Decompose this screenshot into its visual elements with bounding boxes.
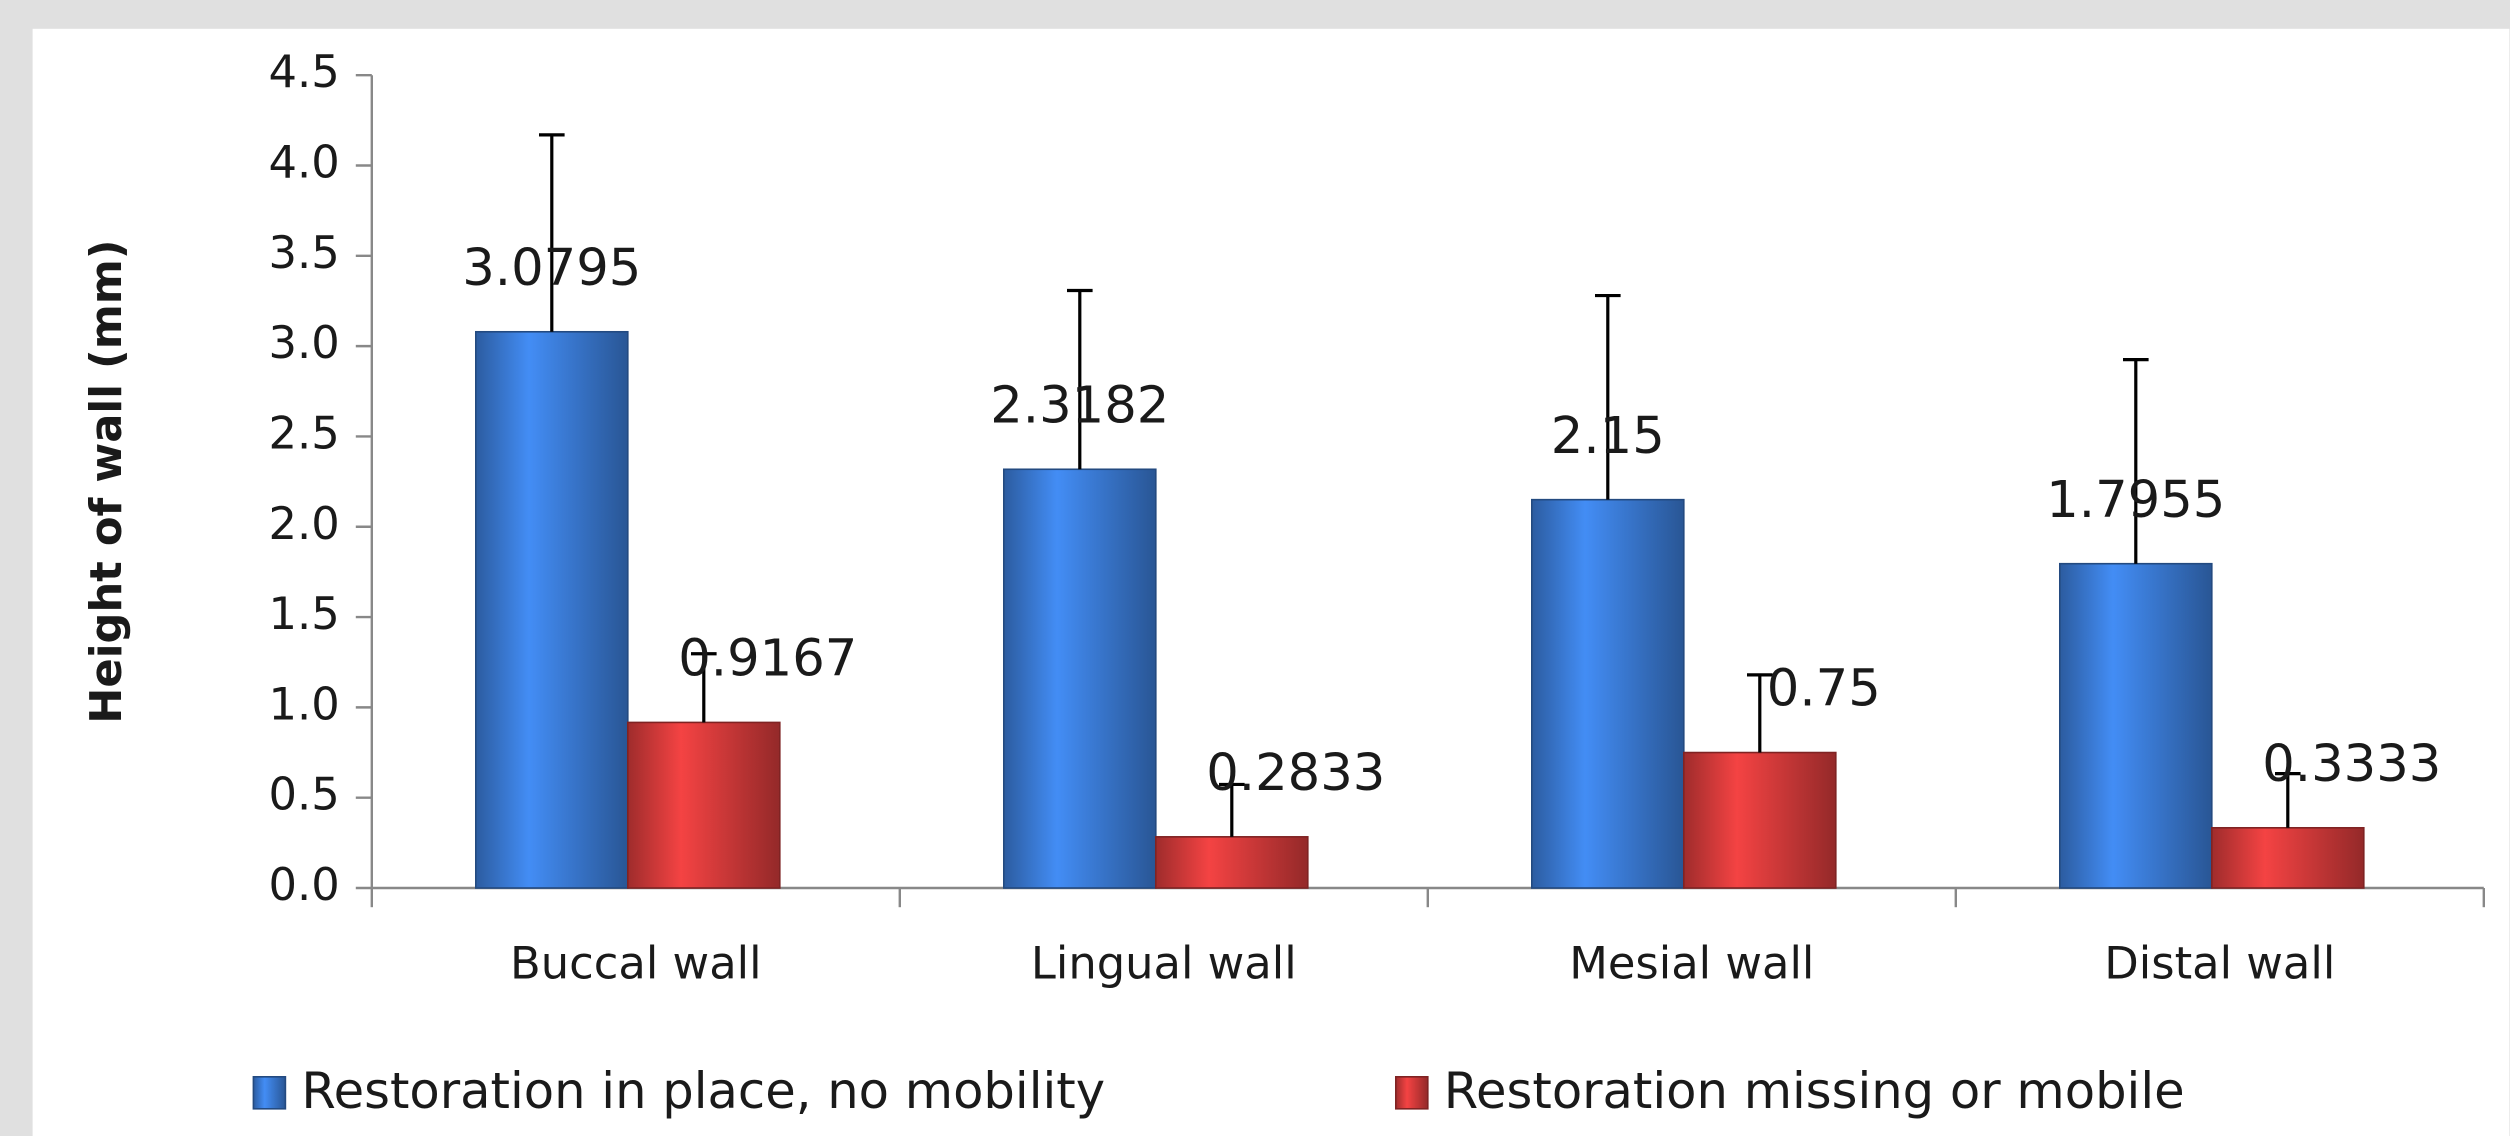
y-tick-label: 3.0 bbox=[269, 316, 340, 369]
value-label: 2.15 bbox=[1551, 406, 1665, 466]
x-tick-label: Distal wall bbox=[2104, 936, 2335, 989]
x-tick-label: Buccal wall bbox=[510, 936, 762, 989]
bar bbox=[1003, 468, 1157, 889]
value-label: 0.2833 bbox=[1206, 743, 1385, 803]
value-label: 0.9167 bbox=[678, 629, 857, 689]
y-tick-label: 1.0 bbox=[269, 677, 340, 730]
y-tick-label: 0.5 bbox=[269, 768, 340, 821]
bar bbox=[1155, 836, 1309, 889]
value-label: 2.3182 bbox=[990, 375, 1169, 435]
value-label: 0.3333 bbox=[2262, 734, 2441, 794]
y-tick-label: 4.0 bbox=[269, 136, 340, 189]
y-tick-label: 0.0 bbox=[269, 858, 340, 911]
bar bbox=[2059, 562, 2213, 889]
y-tick-label: 3.5 bbox=[269, 226, 340, 279]
bar bbox=[1531, 498, 1685, 889]
y-tick-label: 2.0 bbox=[269, 497, 340, 550]
bar bbox=[627, 721, 781, 889]
bar bbox=[2211, 826, 2365, 889]
x-tick-label: Mesial wall bbox=[1569, 936, 1814, 989]
bar bbox=[1683, 751, 1837, 889]
value-label: 0.75 bbox=[1767, 659, 1881, 719]
legend-label: Restoration missing or mobile bbox=[1444, 1062, 2185, 1120]
value-label: 3.0795 bbox=[462, 238, 641, 298]
bar bbox=[475, 330, 629, 889]
legend-swatch bbox=[252, 1076, 287, 1110]
y-tick-label: 2.5 bbox=[269, 406, 340, 459]
y-axis-label: Height of wall (mm) bbox=[82, 239, 132, 723]
y-tick-label: 1.5 bbox=[269, 587, 340, 640]
y-tick-label: 4.5 bbox=[269, 45, 340, 98]
legend-swatch bbox=[1395, 1076, 1429, 1110]
value-label: 1.7955 bbox=[2046, 470, 2225, 530]
x-tick-label: Lingual wall bbox=[1031, 936, 1297, 989]
legend-label: Restoration in place, no mobility bbox=[301, 1062, 1105, 1120]
